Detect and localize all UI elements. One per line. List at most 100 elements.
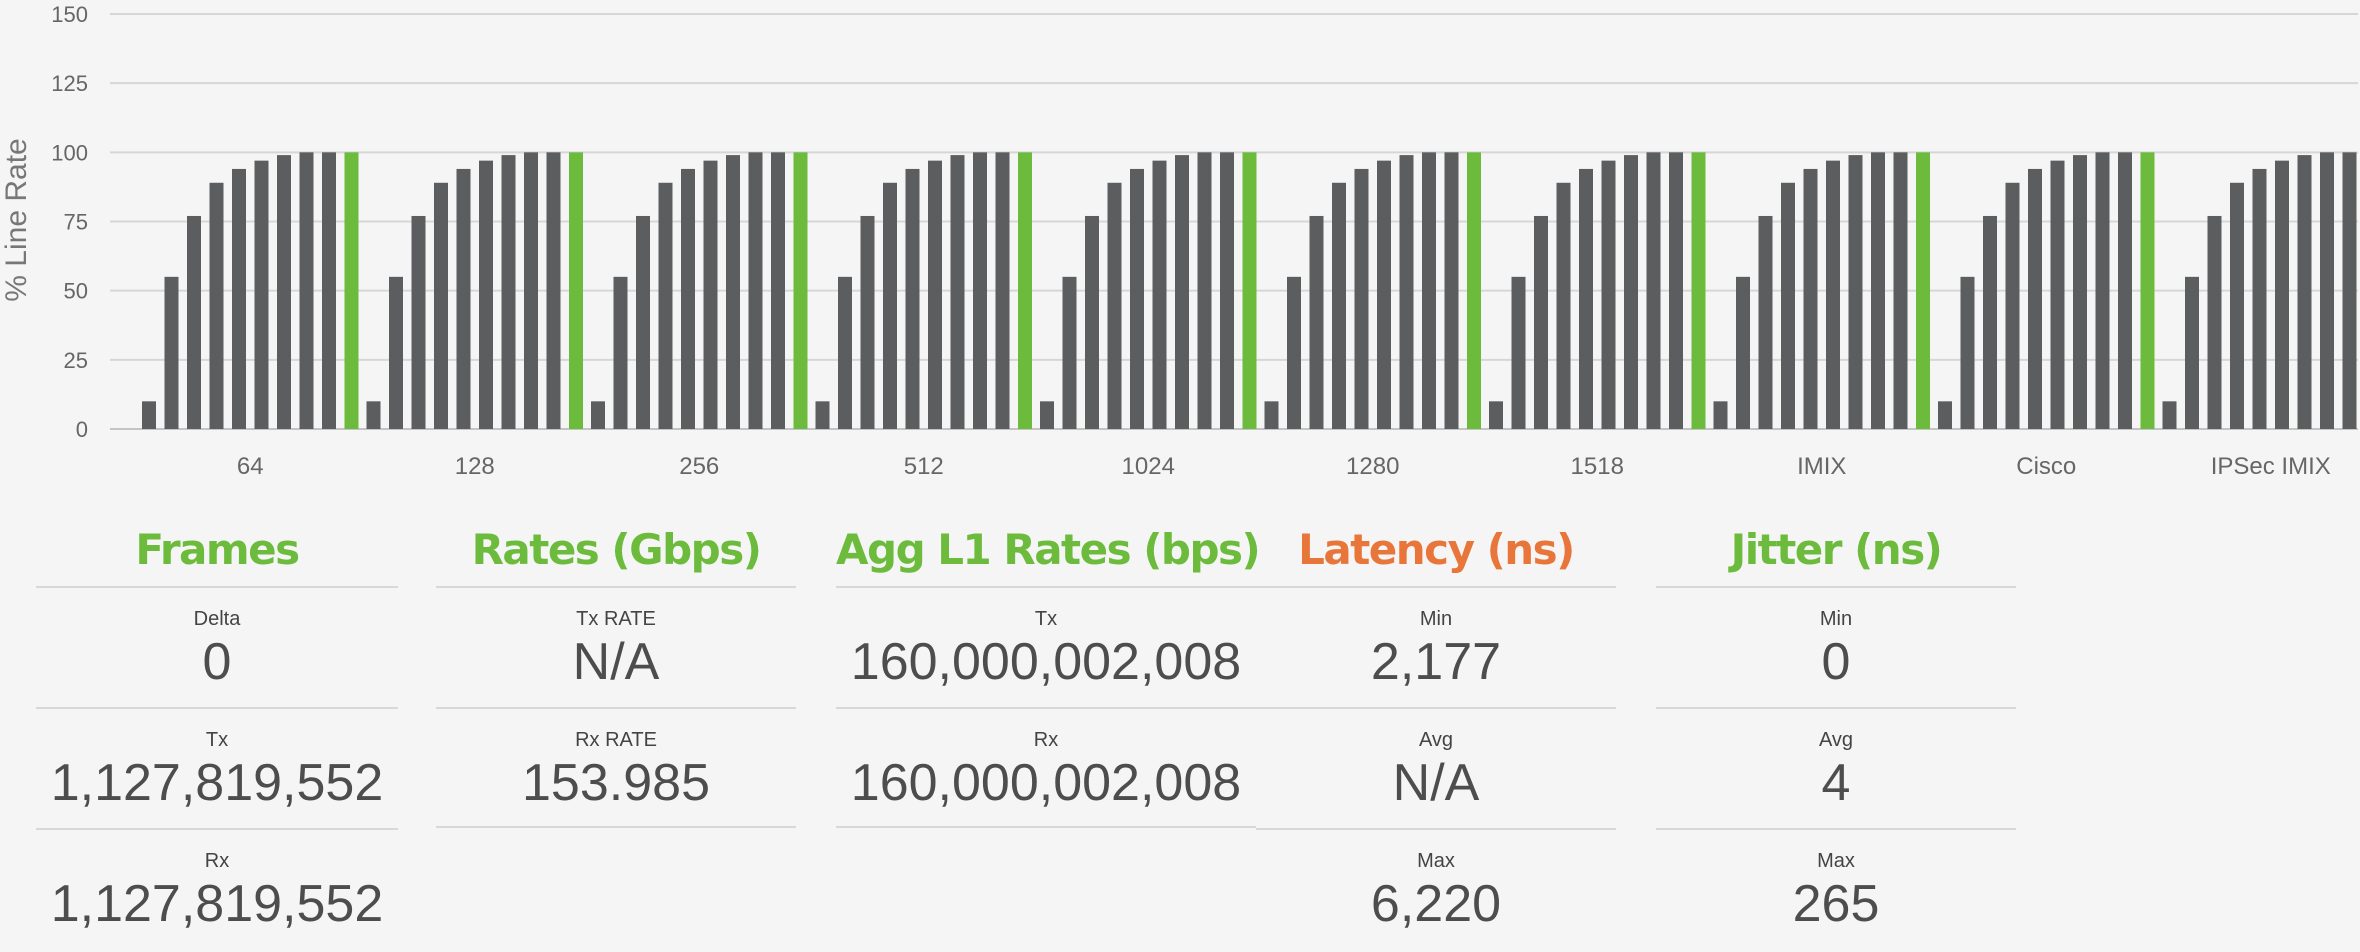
bar-1024-10 (1242, 152, 1257, 430)
bar-1024-4 (1107, 182, 1122, 429)
bar-1518-4 (1556, 182, 1571, 429)
bar-1518-6 (1601, 160, 1616, 429)
bar-ipsec-imix-5 (2252, 168, 2267, 429)
bar-1280-4 (1332, 182, 1346, 429)
bar-1518-10 (1691, 152, 1706, 430)
y-axis-label: % Line Rate (0, 138, 33, 301)
jitter-avg-cell: Avg 4 (1656, 707, 2016, 828)
y-tick-label-0: 0 (76, 417, 88, 442)
bar-imix-10 (1916, 152, 1930, 430)
bar-128-6 (479, 160, 493, 429)
bar-64-3 (187, 215, 201, 429)
agg-rx-value: 160,000,002,008 (850, 754, 1242, 812)
rates-panel: Rates (Gbps) Tx RATE N/A Rx RATE 153.985 (436, 500, 796, 828)
bar-128-7 (501, 155, 516, 429)
bar-ipsec-imix-9 (2342, 152, 2357, 430)
bar-128-10 (569, 152, 583, 430)
bar-1024-3 (1085, 215, 1099, 429)
bar-imix-9 (1893, 152, 1908, 430)
rates-title: Rates (Gbps) (471, 525, 762, 574)
bar-ipsec-imix-1 (2162, 401, 2177, 429)
bar-64-8 (299, 152, 314, 430)
bar-256-9 (771, 152, 785, 430)
jitter-panel: Jitter (ns) Min 0 Avg 4 Max 265 (1656, 500, 2016, 949)
bar-1280-10 (1467, 152, 1481, 430)
bar-cisco-5 (2028, 168, 2042, 429)
bar-64-2 (164, 276, 179, 429)
line-rate-bar-chart: 0 25 50 75 100 125 150 % Line Rate 64 128 256 512 10… (0, 2, 2358, 480)
rates-tx-value: N/A (572, 633, 660, 691)
bar-ipsec-imix-7 (2297, 155, 2312, 429)
bar-1518-5 (1579, 168, 1593, 429)
bar-256-1 (591, 401, 605, 429)
latency-avg-cell: Avg N/A (1256, 707, 1616, 828)
bar-1280-9 (1444, 152, 1459, 430)
bar-1024-2 (1062, 276, 1077, 429)
bar-256-6 (703, 160, 718, 429)
frames-delta-label: Delta (193, 608, 241, 630)
bar-imix-6 (1826, 160, 1840, 429)
frames-rx-label: Rx (204, 850, 230, 872)
bar-256-4 (658, 182, 673, 429)
stats-section: Frames Delta 0 Tx 1,127,819,552 Rx 1,127… (0, 500, 2360, 952)
y-tick-label-150: 150 (51, 2, 88, 27)
jitter-min-value: 0 (1821, 633, 1851, 691)
bar-cisco-3 (1983, 215, 1997, 429)
bar-ipsec-imix-8 (2320, 152, 2334, 430)
bar-512-4 (883, 182, 897, 429)
x-tick-label-64: 64 (237, 453, 264, 480)
y-tick-label-75: 75 (64, 210, 88, 235)
bar-256-8 (748, 152, 763, 430)
x-tick-label-ipsec-imix: IPSec IMIX (2211, 453, 2331, 480)
x-tick-label-256: 256 (679, 453, 719, 480)
latency-avg-label: Avg (1418, 729, 1454, 751)
bar-64-10 (344, 152, 359, 430)
bar-ipsec-imix-2 (2185, 276, 2199, 429)
frames-rx-value: 1,127,819,552 (50, 875, 384, 933)
bar-512-7 (950, 155, 965, 429)
agg-rx-label: Rx (1033, 729, 1059, 751)
bar-1518-7 (1624, 155, 1638, 429)
bar-cisco-7 (2073, 155, 2087, 429)
x-tick-label-1024: 1024 (1122, 453, 1175, 480)
bar-imix-1 (1713, 401, 1728, 429)
agg-l1-rates-panel: Agg L1 Rates (bps) Tx 160,000,002,008 Rx… (836, 500, 1261, 828)
rates-rx-label: Rx RATE (575, 729, 657, 751)
rates-tx-cell: Tx RATE N/A (436, 586, 796, 707)
jitter-avg-value: 4 (1821, 754, 1851, 812)
bar-1518-8 (1646, 152, 1661, 430)
latency-max-cell: Max 6,220 (1256, 828, 1616, 949)
bar-1280-1 (1264, 401, 1279, 429)
bar-cisco-2 (1960, 276, 1975, 429)
frames-tx-value: 1,127,819,552 (50, 754, 384, 812)
bar-ipsec-imix-4 (2230, 182, 2244, 429)
bar-1280-3 (1309, 215, 1324, 429)
bar-cisco-8 (2095, 152, 2110, 430)
bar-1518-1 (1489, 401, 1503, 429)
y-tick-label-100: 100 (51, 140, 88, 165)
rates-rx-cell: Rx RATE 153.985 (436, 707, 796, 828)
bar-1024-9 (1220, 152, 1234, 430)
bar-1518-3 (1534, 215, 1548, 429)
jitter-max-value: 265 (1792, 875, 1880, 933)
bar-1024-5 (1130, 168, 1144, 429)
bar-1280-2 (1287, 276, 1301, 429)
bar-cisco-10 (2140, 152, 2155, 430)
y-tick-label-50: 50 (64, 279, 88, 304)
bar-imix-7 (1848, 155, 1863, 429)
bar-imix-3 (1758, 215, 1773, 429)
latency-title: Latency (ns) (1298, 525, 1575, 574)
frames-tx-label: Tx (205, 729, 229, 751)
latency-min-label: Min (1419, 608, 1453, 630)
bar-512-5 (905, 168, 920, 429)
latency-min-cell: Min 2,177 (1256, 586, 1616, 707)
agg-l1-rates-title: Agg L1 Rates (bps) (836, 525, 1261, 574)
bar-64-6 (254, 160, 269, 429)
bar-512-10 (1018, 152, 1032, 430)
bar-cisco-4 (2005, 182, 2020, 429)
bar-128-4 (434, 182, 448, 429)
bar-cisco-9 (2118, 152, 2132, 430)
bar-512-1 (815, 401, 830, 429)
bar-512-9 (995, 152, 1010, 430)
rates-rx-value: 153.985 (522, 754, 710, 812)
